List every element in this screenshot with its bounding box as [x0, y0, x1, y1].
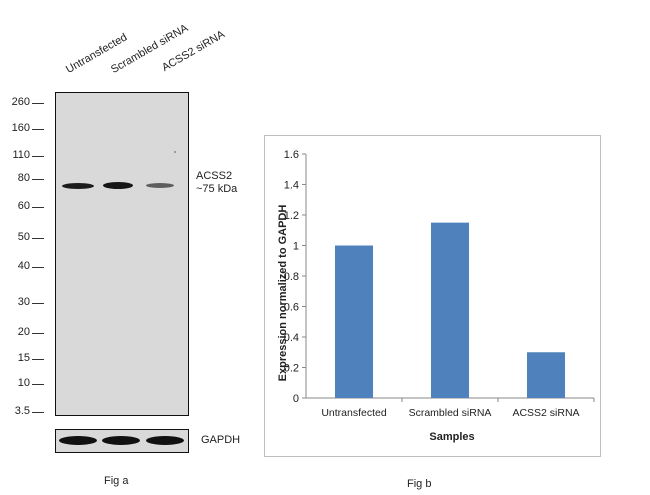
y-tick-label: 1.6 — [284, 149, 299, 161]
y-tick-label: 1.4 — [284, 180, 299, 192]
bar — [431, 222, 469, 398]
gapdh-blot-membrane — [55, 429, 189, 453]
y-tick-label: 0.4 — [284, 332, 299, 344]
mw-marker: 40 — [17, 260, 30, 272]
y-axis-title: Expression normalized to GAPDH — [277, 205, 289, 382]
mw-marker: 110 — [12, 149, 30, 161]
bar — [335, 245, 373, 398]
blot-band-acss2-sirna — [146, 183, 174, 188]
mw-tick — [32, 238, 44, 239]
mw-marker: 20 — [17, 326, 30, 338]
gapdh-band-untransfected — [59, 436, 97, 445]
mw-marker: 3.5 — [14, 405, 30, 417]
plot-area: 0 0.2 0.4 0.6 0.8 1 1.2 1.4 1.6 Untransfected Scra… — [284, 149, 595, 419]
gapdh-band-acss2-sirna — [146, 436, 184, 445]
mw-marker: 80 — [17, 172, 30, 184]
mw-marker: 50 — [17, 231, 30, 243]
y-tick-label: 0.2 — [284, 363, 299, 375]
y-tick-label: 1 — [293, 241, 299, 253]
fig-a-caption: Fig a — [104, 475, 129, 487]
y-tick-label: 0 — [293, 393, 299, 405]
target-label: ACSS2 — [196, 170, 233, 182]
loading-control-label: GAPDH — [201, 434, 241, 446]
x-tick-label: ACSS2 siRNA — [512, 407, 579, 419]
mw-tick — [32, 333, 44, 334]
x-axis-title: Samples — [429, 431, 474, 443]
mw-tick — [32, 156, 44, 157]
lane-label-scrambled: Scrambled siRNA — [109, 22, 191, 76]
bar — [527, 352, 565, 398]
mw-tick — [32, 384, 44, 385]
mw-marker: 160 — [11, 122, 30, 134]
blot-band-untransfected — [62, 183, 94, 189]
western-blot-membrane — [55, 92, 189, 416]
mw-tick — [32, 103, 44, 104]
mw-marker: 10 — [17, 377, 30, 389]
mw-marker: 260 — [11, 96, 30, 108]
mw-tick — [32, 303, 44, 304]
y-tick-label: 0.6 — [284, 302, 299, 314]
mw-marker: 30 — [17, 296, 30, 308]
mw-tick — [32, 359, 44, 360]
fig-b-chart: 0 0.2 0.4 0.6 0.8 1 1.2 1.4 1.6 Untransfected Scra… — [277, 149, 595, 443]
mw-tick — [32, 267, 44, 268]
mw-tick — [32, 412, 44, 413]
target-size-label: ~75 kDa — [196, 183, 238, 195]
blot-band-scrambled — [103, 182, 133, 189]
mw-tick — [32, 129, 44, 130]
mw-marker: 60 — [17, 200, 30, 212]
mw-tick — [32, 179, 44, 180]
y-tick-label: 0.8 — [284, 271, 299, 283]
mw-marker: 15 — [17, 352, 30, 364]
blot-speck — [174, 151, 176, 153]
x-tick-label: Scrambled siRNA — [409, 407, 492, 419]
mw-tick — [32, 207, 44, 208]
fig-b-caption: Fig b — [407, 478, 432, 490]
gapdh-band-scrambled — [102, 436, 140, 445]
y-tick-label: 1.2 — [284, 210, 299, 222]
x-tick-label: Untransfected — [321, 407, 387, 419]
